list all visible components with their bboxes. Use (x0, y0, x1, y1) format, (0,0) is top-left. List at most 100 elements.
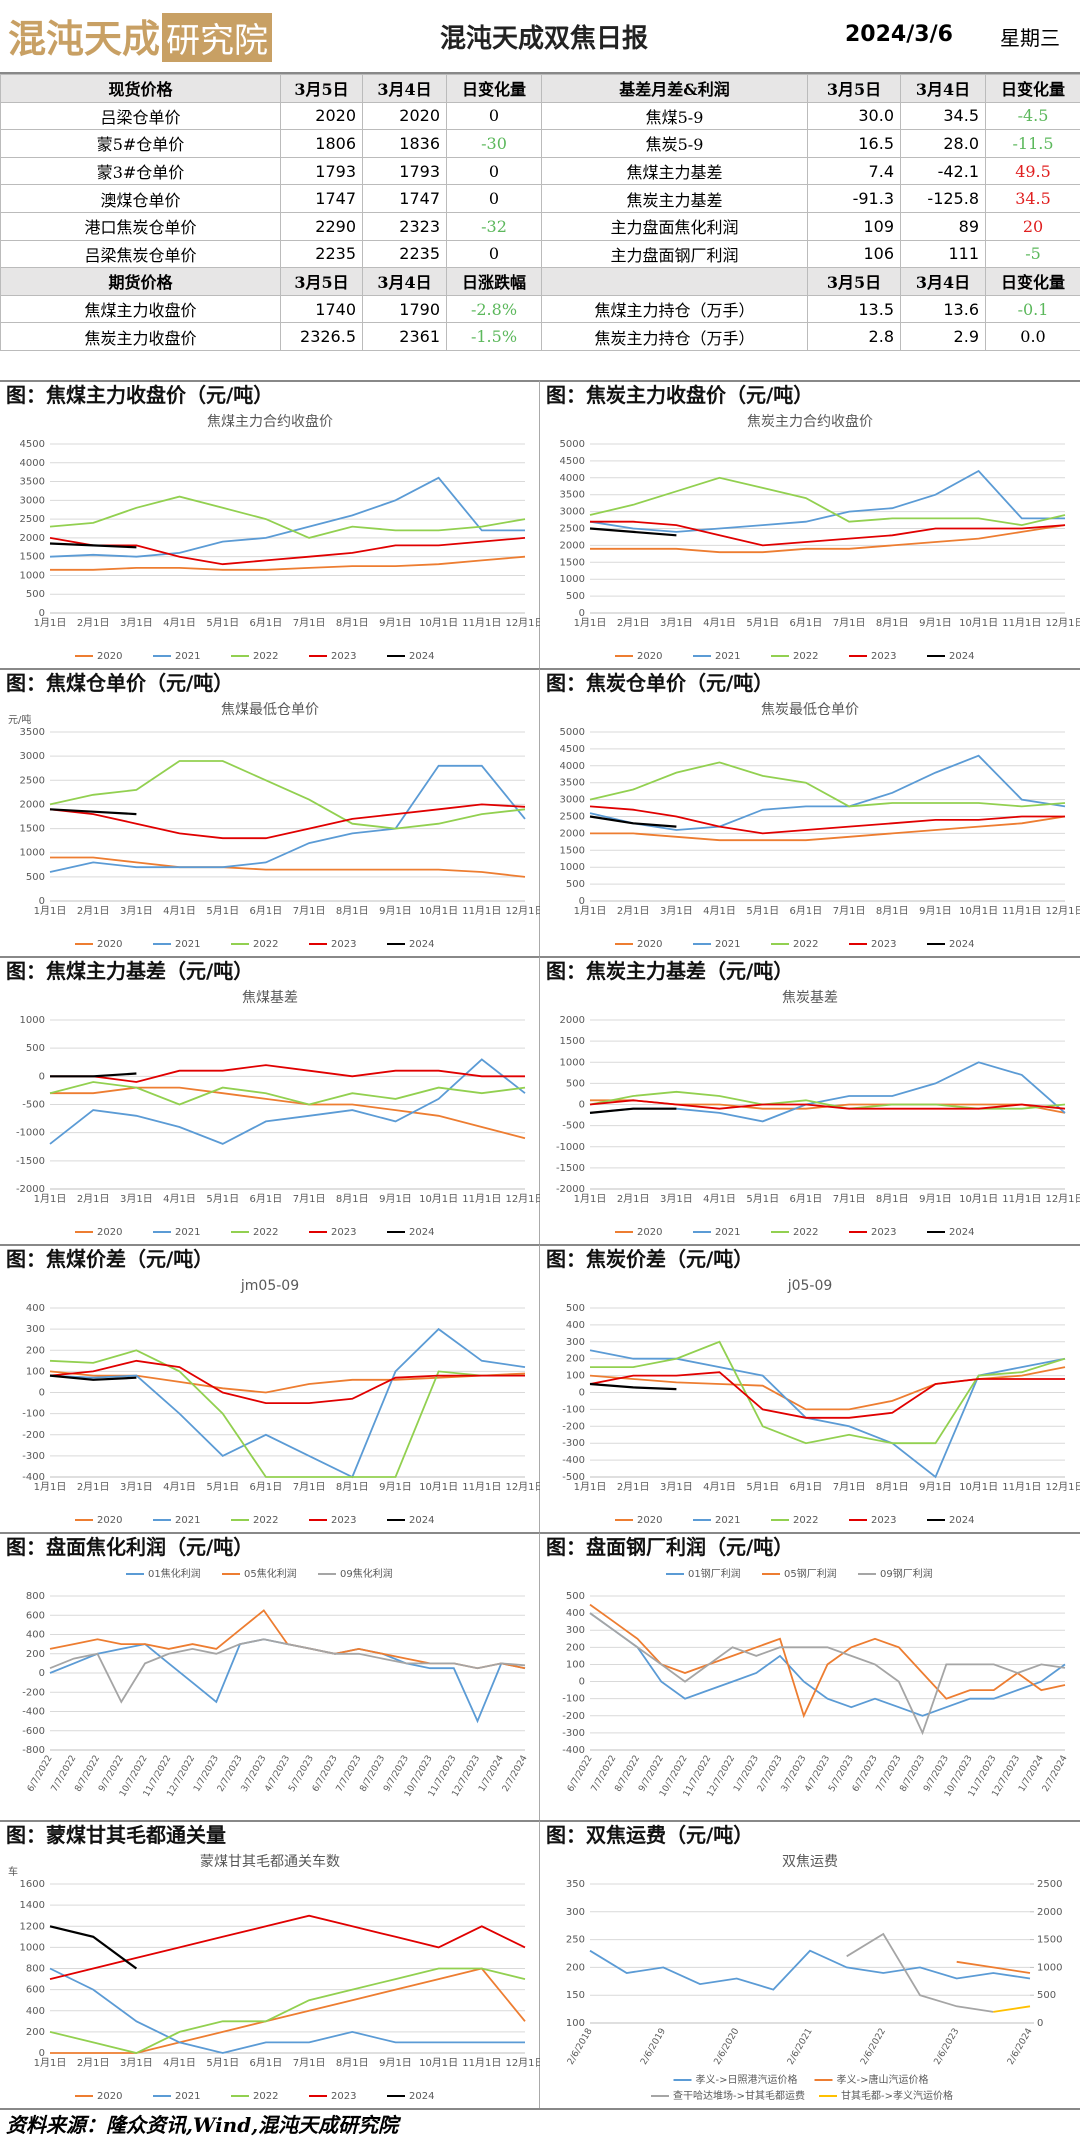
y2-tick-label: 500 (1037, 1990, 1056, 2001)
y-tick-label: 3000 (560, 507, 585, 518)
legend-label: 2021 (715, 1515, 740, 1526)
legend-label: 2020 (637, 1515, 662, 1526)
y-tick-label: 400 (26, 1303, 45, 1314)
header-cell: 3月4日 (363, 75, 447, 103)
legend-label: 2020 (637, 1227, 662, 1238)
series-line (590, 529, 676, 536)
x-tick-label: 2/6/2024 (1006, 2027, 1035, 2067)
y-tick-label: 400 (566, 1320, 585, 1331)
x-tick-label: 4月1日 (163, 1481, 196, 1493)
table-cell: 焦炭主力持仓（万手） (542, 323, 808, 351)
legend-label: 2020 (637, 651, 662, 662)
y-tick-label: 200 (26, 1649, 45, 1660)
x-tick-label: 12月1日 (505, 1193, 540, 1205)
legend-label: 2023 (331, 1227, 356, 1238)
x-tick-label: 6月1日 (250, 617, 283, 629)
legend-label: 2021 (175, 939, 200, 950)
x-tick-label: 9月1日 (919, 1481, 952, 1493)
x-tick-label: 1月1日 (574, 1193, 607, 1205)
table-cell: 1747 (363, 185, 447, 213)
chart: 焦炭最低仓单价050010001500200025003000350040004… (540, 696, 1080, 958)
chart-heading: 图：焦炭仓单价（元/吨） (540, 670, 1080, 696)
x-tick-label: 1月1日 (574, 905, 607, 917)
y-tick-label: -400 (562, 1455, 585, 1466)
table-cell: 2326.5 (281, 323, 363, 351)
x-tick-label: 4月1日 (703, 905, 736, 917)
table-cell: 2361 (363, 323, 447, 351)
header-cell: 日变化量 (447, 75, 542, 103)
x-tick-label: 3月1日 (120, 2057, 153, 2069)
report-title: 混沌天成双焦日报 (440, 18, 648, 55)
y-tick-label: -600 (22, 1726, 45, 1737)
legend-label: 2023 (331, 939, 356, 950)
x-tick-label: 1月1日 (34, 1193, 67, 1205)
header-cell (542, 268, 808, 296)
x-tick-label: 5月1日 (206, 2057, 239, 2069)
x-tick-label: 10月1日 (419, 2057, 458, 2069)
y-tick-label: -1500 (16, 1156, 45, 1167)
y-tick-label: 4000 (560, 473, 585, 484)
table-cell: -91.3 (808, 185, 901, 213)
legend-label: 2024 (409, 1227, 434, 1238)
x-tick-label: 1月1日 (34, 1481, 67, 1493)
x-tick-label: 5月1日 (206, 617, 239, 629)
unit-label: 车 (8, 1865, 18, 1878)
y-tick-label: 500 (26, 872, 45, 883)
table-cell: 7.4 (808, 157, 901, 185)
y-tick-label: 3000 (560, 795, 585, 806)
x-tick-label: 8月1日 (336, 617, 369, 629)
x-tick-label: 7月1日 (833, 1481, 866, 1493)
table-cell: 主力盘面焦化利润 (542, 212, 808, 240)
table-cell: 1793 (281, 157, 363, 185)
header-cell: 3月5日 (808, 75, 901, 103)
table-cell: 0.0 (986, 323, 1080, 351)
x-tick-label: 12月1日 (1045, 905, 1080, 917)
x-tick-label: 3月1日 (120, 1481, 153, 1493)
chart-heading: 图：焦炭价差（元/吨） (540, 1246, 1080, 1272)
chart-title: j05-09 (787, 1278, 833, 1294)
chart: 蒙煤甘其毛都通关车数车02004006008001000120014001600… (0, 1848, 540, 2110)
table-cell: -0.1 (986, 295, 1080, 323)
x-tick-label: 9月1日 (379, 1481, 412, 1493)
x-tick-label: 10月1日 (959, 1481, 998, 1493)
chart: 焦炭基差-2000-1500-1000-50005001000150020001… (540, 984, 1080, 1246)
series-line (50, 1639, 525, 1721)
x-tick-label: 9月1日 (379, 1193, 412, 1205)
y-tick-label: 1400 (20, 1900, 45, 1911)
x-tick-label: 11月1日 (1002, 1193, 1041, 1205)
table-cell: 蒙3#仓单价 (1, 157, 281, 185)
header-cell: 日变化量 (986, 75, 1080, 103)
table-cell: 2235 (363, 240, 447, 268)
y-tick-label: 4500 (20, 439, 45, 450)
legend-label: 2021 (175, 1515, 200, 1526)
table-cell: 111 (901, 240, 986, 268)
table-cell: -2.8% (447, 295, 542, 323)
y-tick-label: 800 (26, 1964, 45, 1975)
y-tick-label: 5000 (560, 439, 585, 450)
x-tick-label: 2月1日 (617, 1193, 650, 1205)
y-tick-label: 300 (26, 1324, 45, 1335)
x-tick-label: 6月1日 (790, 905, 823, 917)
legend-label: 09钢厂利润 (880, 1567, 933, 1580)
table-cell: 2235 (281, 240, 363, 268)
unit-label: 元/吨 (8, 713, 31, 726)
x-tick-label: 10月1日 (419, 617, 458, 629)
x-tick-label: 5月1日 (206, 1481, 239, 1493)
y-tick-label: 2000 (560, 828, 585, 839)
x-tick-label: 2月1日 (77, 905, 110, 917)
y-tick-label: 500 (566, 879, 585, 890)
x-tick-label: 2月1日 (77, 1193, 110, 1205)
x-tick-label: 8月1日 (336, 1193, 369, 1205)
y-tick-label: 300 (566, 1337, 585, 1348)
footer: 资料来源：隆众资讯,Wind,混沌天成研究院 (0, 2108, 1080, 2138)
x-tick-label: 9月1日 (379, 2057, 412, 2069)
table-cell: 港口焦炭仓单价 (1, 212, 281, 240)
y2-tick-label: 0 (1037, 2018, 1043, 2029)
series-line (590, 1384, 676, 1389)
